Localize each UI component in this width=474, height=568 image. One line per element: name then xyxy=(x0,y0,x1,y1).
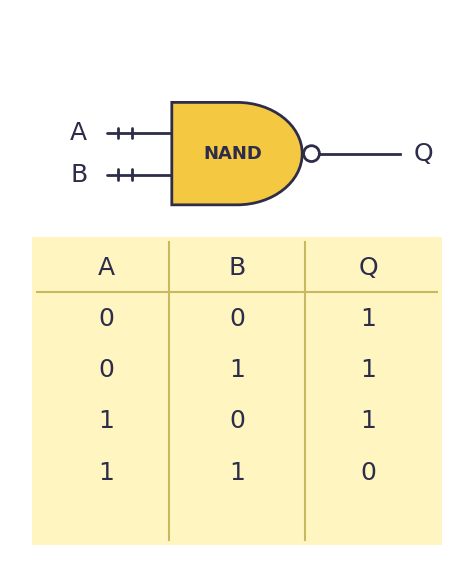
Text: 1: 1 xyxy=(360,358,376,382)
Text: 0: 0 xyxy=(229,410,245,433)
Text: 0: 0 xyxy=(360,461,376,485)
Text: A: A xyxy=(97,256,114,279)
Text: B: B xyxy=(228,256,246,279)
Text: Q: Q xyxy=(358,256,378,279)
Text: 1: 1 xyxy=(229,358,245,382)
Bar xyxy=(32,237,442,545)
Text: 0: 0 xyxy=(229,307,245,331)
Text: NAND: NAND xyxy=(203,145,262,162)
Text: 1: 1 xyxy=(360,410,376,433)
Text: 1: 1 xyxy=(98,410,114,433)
Text: 0: 0 xyxy=(98,358,114,382)
Text: 1: 1 xyxy=(360,307,376,331)
Text: B: B xyxy=(70,162,87,186)
Text: 1: 1 xyxy=(98,461,114,485)
Text: A: A xyxy=(70,120,87,145)
Text: 1: 1 xyxy=(229,461,245,485)
Text: Q: Q xyxy=(413,141,433,166)
Text: 0: 0 xyxy=(98,307,114,331)
PathPatch shape xyxy=(172,102,302,205)
